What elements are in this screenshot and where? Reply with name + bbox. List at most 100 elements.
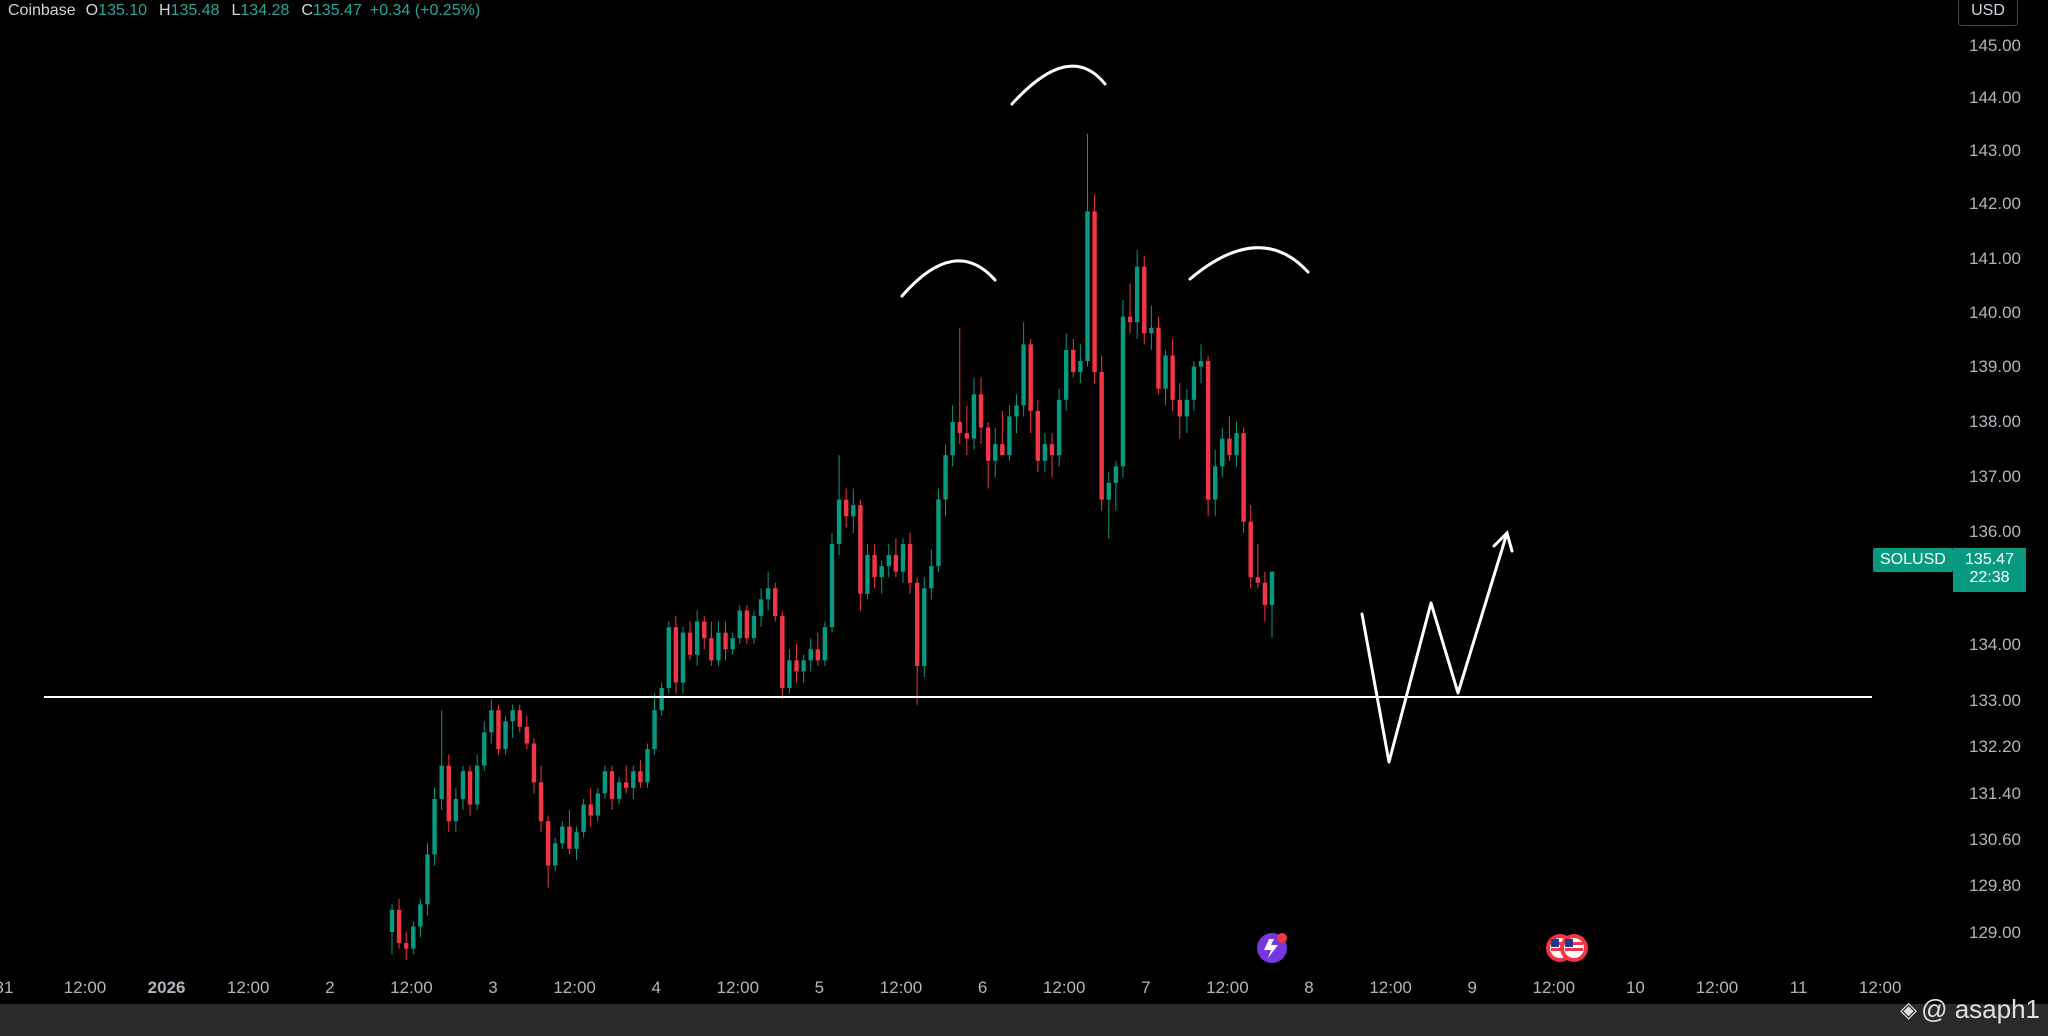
close-value: 135.47 bbox=[312, 2, 362, 19]
candle-body bbox=[751, 616, 757, 639]
candle-body bbox=[765, 588, 771, 600]
candle-body bbox=[1042, 444, 1048, 461]
candle-body bbox=[1234, 433, 1239, 456]
candle-body bbox=[567, 826, 572, 849]
candle-body bbox=[985, 427, 991, 461]
low-label: L bbox=[231, 2, 241, 19]
candle-body bbox=[872, 555, 877, 578]
candle-body bbox=[503, 721, 508, 750]
time-tick-label: 12:00 bbox=[880, 978, 923, 997]
candle-body bbox=[602, 771, 608, 794]
time-tick-label: 12:00 bbox=[717, 978, 760, 997]
candle-body bbox=[588, 804, 593, 816]
open-value: 135.10 bbox=[98, 2, 147, 19]
candle-body bbox=[1220, 438, 1225, 467]
candle-body bbox=[1227, 438, 1232, 456]
candle-body bbox=[1149, 327, 1154, 334]
candle-body bbox=[1014, 405, 1019, 417]
candle-body bbox=[652, 710, 657, 750]
candle-body bbox=[1120, 316, 1126, 467]
candle-body bbox=[1134, 266, 1140, 323]
candle-body bbox=[638, 771, 643, 783]
price-tick-label: 145.00 bbox=[1969, 36, 2021, 55]
candle-body bbox=[723, 632, 728, 650]
price-tick-label: 138.00 bbox=[1969, 412, 2021, 431]
candle-body bbox=[1099, 372, 1104, 500]
candle-body bbox=[893, 555, 899, 572]
candle-body bbox=[971, 394, 977, 439]
candle-body bbox=[439, 765, 444, 799]
candle-body bbox=[758, 599, 764, 617]
candle-body bbox=[1262, 582, 1268, 605]
candle-body bbox=[773, 588, 778, 617]
candle-body bbox=[801, 660, 806, 672]
candle-body bbox=[929, 566, 934, 589]
candle-body bbox=[836, 499, 842, 544]
candle-body bbox=[446, 765, 451, 822]
price-axis[interactable]: 145.00 144.00 143.00 142.00 141.00 140.00 139.… bbox=[1969, 36, 2021, 942]
candle-body bbox=[418, 904, 423, 927]
currency-selector[interactable]: USD bbox=[1958, 0, 2018, 26]
candle-body bbox=[1071, 349, 1076, 373]
candle-body bbox=[794, 660, 799, 672]
candle-body bbox=[1049, 444, 1055, 456]
ohlc-legend: Coinbase O 135.10 H 135.48 L 134.28 C 13… bbox=[0, 0, 484, 22]
time-tick-label: 2 bbox=[325, 978, 334, 997]
candle-body bbox=[1213, 466, 1218, 500]
candle-body bbox=[581, 804, 586, 833]
candle-body bbox=[1113, 466, 1119, 483]
time-tick-label: 31 bbox=[0, 978, 13, 997]
last-price: 135.47 bbox=[1965, 551, 2014, 568]
bottom-strip bbox=[0, 1004, 2048, 1036]
candle-body bbox=[1269, 571, 1275, 605]
candle-body bbox=[1056, 399, 1062, 456]
candle-body bbox=[886, 555, 891, 567]
candle-body bbox=[978, 394, 984, 428]
candle-body bbox=[666, 627, 671, 689]
candle-body bbox=[702, 621, 707, 639]
candle-body bbox=[1007, 416, 1012, 456]
candle-body bbox=[957, 421, 962, 434]
candle-body bbox=[645, 749, 650, 783]
price-tick-label: 141.00 bbox=[1969, 249, 2021, 268]
candle-body bbox=[1085, 211, 1090, 361]
candle-body bbox=[1092, 211, 1097, 373]
candle-body bbox=[631, 771, 636, 788]
pattern-drawings[interactable] bbox=[900, 64, 1514, 764]
candle-body bbox=[865, 555, 870, 594]
symbol-label: SOLUSD bbox=[1873, 548, 1953, 572]
candle-body bbox=[574, 832, 579, 849]
left-shoulder-arc bbox=[900, 259, 997, 298]
right-shoulder-arc bbox=[1188, 246, 1310, 281]
price-tick-label: 133.00 bbox=[1969, 691, 2021, 710]
candle-body bbox=[716, 632, 721, 661]
candle-body bbox=[1255, 577, 1261, 583]
candle-body bbox=[1248, 521, 1253, 578]
candle-body bbox=[595, 793, 601, 816]
time-tick-label: 7 bbox=[1141, 978, 1150, 997]
candle-body bbox=[680, 632, 686, 683]
candle-body bbox=[730, 638, 735, 650]
candle-body bbox=[482, 732, 487, 766]
candle-body bbox=[1028, 344, 1033, 411]
candle-body bbox=[709, 638, 714, 661]
author-watermark: ◈ @ asaph1 bbox=[1900, 994, 2040, 1025]
time-tick-label: 12:00 bbox=[1369, 978, 1412, 997]
candle-body bbox=[829, 543, 835, 628]
time-tick-label: 12:00 bbox=[1043, 978, 1086, 997]
candle-body bbox=[964, 433, 970, 439]
candle-body bbox=[922, 588, 927, 666]
event-icons[interactable] bbox=[1257, 933, 1588, 963]
candle-body bbox=[474, 765, 480, 805]
candle-body bbox=[496, 710, 501, 750]
last-price-tag: 135.47 22:38 bbox=[1953, 548, 2026, 592]
time-axis[interactable]: 31 12:00 2026 12:00 2 12:00 3 12:00 4 12:00 5 12:00… bbox=[0, 978, 1901, 997]
projection-arrowhead bbox=[1492, 530, 1514, 553]
candle-body bbox=[609, 771, 615, 799]
candle-body bbox=[1127, 316, 1133, 323]
candle-body bbox=[659, 688, 664, 711]
candle-body bbox=[1142, 266, 1147, 334]
candle-body bbox=[993, 444, 998, 461]
high-value: 135.48 bbox=[170, 2, 220, 19]
